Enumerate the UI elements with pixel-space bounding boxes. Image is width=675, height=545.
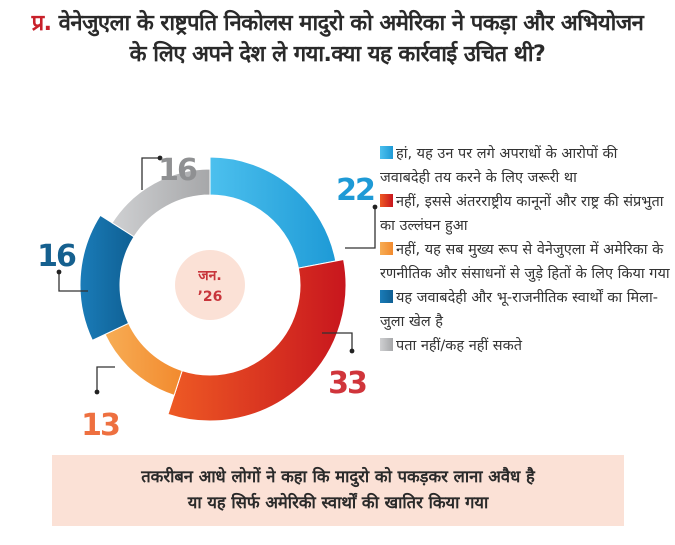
center-label-year: ’26 <box>198 289 223 305</box>
value-label: 22 <box>336 173 374 208</box>
value-label: 16 <box>37 239 76 274</box>
leader-line <box>345 207 376 249</box>
donut-slice <box>167 258 347 422</box>
center-label-month: जन. <box>197 268 221 284</box>
question-text: वेनेजुएला के राष्ट्रपति निकोलस मादुरो को… <box>58 11 644 67</box>
leader-dot <box>349 348 355 354</box>
legend-item: पता नहीं/कह नहीं सकते <box>380 334 670 358</box>
legend-label: नहीं, इससे अंतरराष्ट्रीय कानूनों और राष्… <box>380 194 664 234</box>
center-badge <box>175 250 245 320</box>
leader-line <box>58 272 88 292</box>
legend-swatch <box>380 242 393 255</box>
footer-line-1: तकरीबन आधे लोगों ने कहा कि मादुरो को पकड… <box>141 467 535 486</box>
value-label: 16 <box>158 153 197 188</box>
question-title: प्र. वेनेजुएला के राष्ट्रपति निकोलस मादु… <box>20 8 655 70</box>
leader-line <box>141 157 160 190</box>
legend-label: हां, यह उन पर लगे अपराधों के आरोपों की ज… <box>380 146 618 186</box>
donut-slice <box>209 156 337 269</box>
donut-slice <box>104 322 183 396</box>
leader-dot <box>157 155 163 161</box>
footer-line-2: या यह सिर्फ अमेरिकी स्वार्थों की खातिर क… <box>187 493 489 512</box>
legend-item: नहीं, यह सब मुख्य रूप से वेनेजुएला में अ… <box>380 238 670 286</box>
leader-dot <box>372 204 378 210</box>
legend-label: नहीं, यह सब मुख्य रूप से वेनेजुएला में अ… <box>380 242 670 282</box>
legend-item: नहीं, इससे अंतरराष्ट्रीय कानूनों और राष्… <box>380 190 670 238</box>
leader-dot <box>94 389 100 395</box>
leader-line <box>322 332 353 351</box>
footer-callout: तकरीबन आधे लोगों ने कहा कि मादुरो को पकड… <box>52 455 624 526</box>
leader-dot <box>56 269 62 275</box>
donut-slice <box>111 168 211 238</box>
legend-swatch <box>380 194 393 207</box>
legend: हां, यह उन पर लगे अपराधों के आरोपों की ज… <box>380 142 670 358</box>
donut-chart: 22 33 13 16 16 जन. ’26 <box>37 153 378 443</box>
legend-swatch <box>380 290 393 303</box>
value-label: 33 <box>328 366 366 401</box>
legend-label: पता नहीं/कह नहीं सकते <box>396 338 523 354</box>
legend-label: यह जवाबदेही और भू-राजनीतिक स्वार्थों का … <box>380 290 658 330</box>
donut-slice <box>79 214 135 342</box>
legend-item: हां, यह उन पर लगे अपराधों के आरोपों की ज… <box>380 142 670 190</box>
legend-swatch <box>380 146 393 159</box>
value-label: 13 <box>81 408 119 443</box>
leader-line <box>96 366 115 392</box>
legend-item: यह जवाबदेही और भू-राजनीतिक स्वार्थों का … <box>380 286 670 334</box>
question-prefix: प्र. <box>31 11 52 36</box>
legend-swatch <box>380 338 393 351</box>
